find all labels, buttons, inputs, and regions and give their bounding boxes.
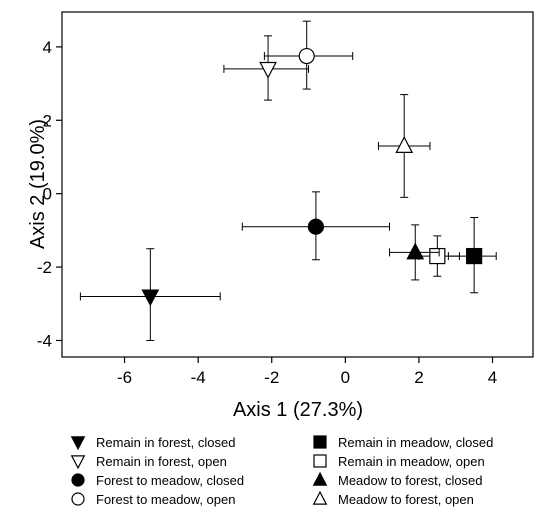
- data-point-marker: [406, 242, 425, 260]
- x-tick-label: 4: [488, 368, 497, 387]
- series-point: [223, 35, 310, 101]
- legend-label: Remain in meadow, open: [338, 454, 485, 469]
- legend: Remain in forest, closed Remain in forest…: [70, 435, 493, 507]
- series-point: [447, 217, 497, 294]
- legend-marker: [71, 492, 85, 506]
- legend-label: Forest to meadow, closed: [96, 473, 244, 488]
- legend-item: Remain in meadow, open: [313, 454, 485, 469]
- data-point-marker: [259, 61, 277, 79]
- legend-label: Remain in meadow, closed: [338, 435, 493, 450]
- legend-label: Meadow to forest, open: [338, 492, 474, 507]
- plot-frame: [61, 11, 534, 358]
- data-point-marker: [141, 289, 160, 307]
- x-axis-title: Axis 1 (27.3%): [233, 399, 363, 421]
- legend-label: Forest to meadow, open: [96, 492, 235, 507]
- legend-marker: [71, 473, 85, 487]
- x-tick-label: 0: [341, 368, 350, 387]
- y-tick-label: -2: [37, 258, 52, 277]
- legend-item: Forest to meadow, open: [71, 492, 235, 507]
- axis-ticks: [56, 46, 494, 363]
- series-point: [263, 20, 354, 90]
- legend-item: Remain in forest, open: [70, 454, 227, 470]
- series-point: [79, 248, 221, 341]
- y-axis-title: Axis 2 (19.0%): [27, 119, 49, 249]
- series-point: [388, 224, 440, 281]
- data-point-marker: [307, 218, 324, 235]
- y-tick-label: 2: [43, 111, 52, 130]
- data-point-marker: [298, 47, 315, 65]
- series-point: [241, 191, 390, 261]
- legend-item: Remain in forest, closed: [70, 435, 235, 451]
- legend-label: Remain in forest, open: [96, 454, 227, 469]
- legend-marker: [70, 436, 86, 451]
- x-tick-label: -4: [191, 368, 206, 387]
- tick-labels: -6 -4 -2 0 2 4 -4 -2 0 2 4: [37, 38, 497, 387]
- data-point-marker: [429, 247, 446, 265]
- x-tick-label: -6: [117, 368, 132, 387]
- y-tick-label: -4: [37, 331, 52, 350]
- legend-marker: [312, 490, 328, 505]
- data-points: [79, 20, 497, 341]
- x-tick-label: -2: [264, 368, 279, 387]
- legend-item: Meadow to forest, open: [312, 490, 474, 507]
- legend-marker: [313, 435, 327, 449]
- series-point: [377, 94, 431, 198]
- legend-marker: [312, 471, 328, 486]
- x-tick-label: 2: [414, 368, 423, 387]
- legend-marker: [313, 454, 327, 468]
- legend-item: Forest to meadow, closed: [71, 473, 244, 488]
- y-tick-label: 4: [43, 38, 52, 57]
- legend-label: Meadow to forest, closed: [338, 473, 483, 488]
- legend-item: Meadow to forest, closed: [312, 471, 483, 488]
- data-point-marker: [395, 136, 414, 153]
- legend-marker: [70, 455, 86, 470]
- data-point-marker: [466, 247, 483, 265]
- legend-label: Remain in forest, closed: [96, 435, 235, 450]
- legend-item: Remain in meadow, closed: [313, 435, 493, 450]
- y-tick-label: 0: [43, 185, 52, 204]
